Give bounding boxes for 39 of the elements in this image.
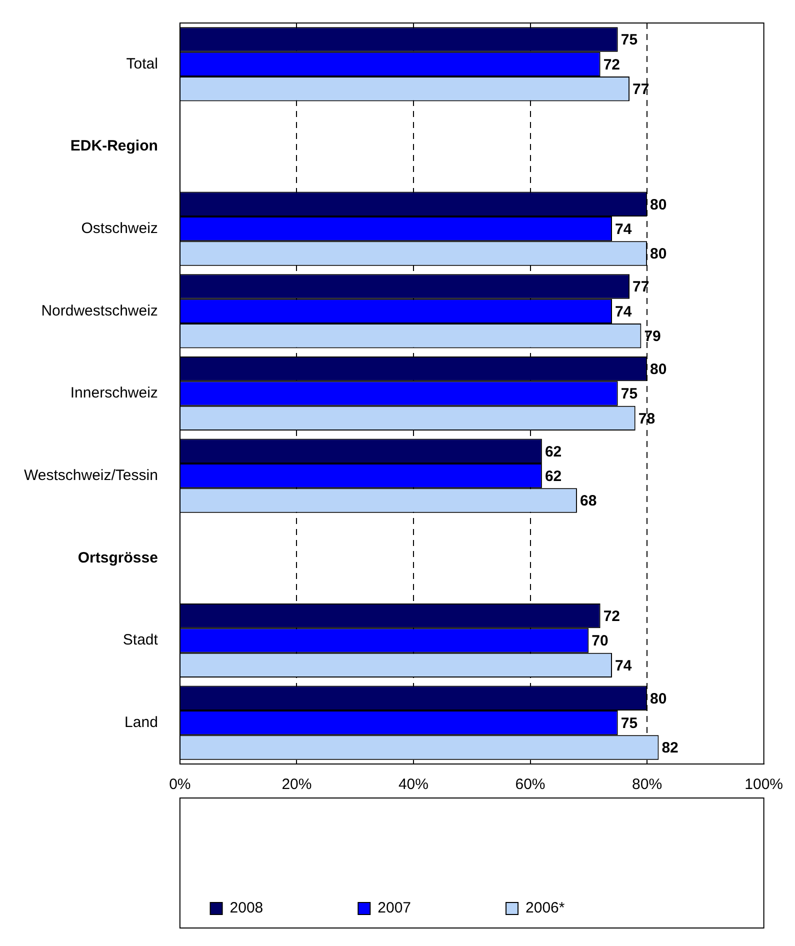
legend-label: 2006* xyxy=(526,900,565,917)
data-label: 75 xyxy=(620,386,638,403)
data-label: 79 xyxy=(644,328,661,346)
data-label: 77 xyxy=(632,81,650,98)
y-tick-label: Ortsgrösse xyxy=(78,549,158,566)
y-tick-label: Stadt xyxy=(122,632,159,649)
data-label: 62 xyxy=(544,443,562,460)
data-label: 80 xyxy=(650,360,667,378)
y-tick-label: Ostschweiz xyxy=(81,220,158,237)
data-label: 82 xyxy=(662,740,678,757)
data-label: 72 xyxy=(603,608,620,625)
data-label: 74 xyxy=(615,303,632,320)
data-label: 74 xyxy=(615,657,632,674)
data-label: 62 xyxy=(544,468,562,485)
legend-label: 2007 xyxy=(378,900,412,917)
data-label: 72 xyxy=(603,56,620,74)
y-tick-label: Westschweiz/Tessin xyxy=(24,466,158,484)
x-tick-label: 80% xyxy=(632,776,662,794)
x-tick-label: 20% xyxy=(282,776,312,794)
data-label: 80 xyxy=(650,196,667,214)
y-tick-label: EDK-Region xyxy=(70,138,158,155)
data-label: 78 xyxy=(638,410,656,428)
y-tick-label: Nordwestschweiz xyxy=(41,302,158,320)
legend-label: 2008 xyxy=(230,900,264,917)
data-label: 70 xyxy=(592,632,608,650)
data-label: 75 xyxy=(620,32,638,49)
data-label: 68 xyxy=(580,492,597,510)
data-label: 74 xyxy=(615,220,632,238)
data-label: 80 xyxy=(650,690,667,708)
data-label: 77 xyxy=(632,278,650,296)
x-tick-label: 100% xyxy=(744,776,784,794)
y-tick-label: Innerschweiz xyxy=(70,384,158,402)
x-tick-label: 0% xyxy=(169,776,191,794)
data-label: 75 xyxy=(620,714,638,732)
x-tick-label: 40% xyxy=(398,776,428,794)
data-label: 80 xyxy=(650,246,667,263)
y-tick-label: Total xyxy=(126,55,158,72)
y-tick-label: Land xyxy=(124,714,158,731)
x-tick-label: 60% xyxy=(515,776,546,794)
